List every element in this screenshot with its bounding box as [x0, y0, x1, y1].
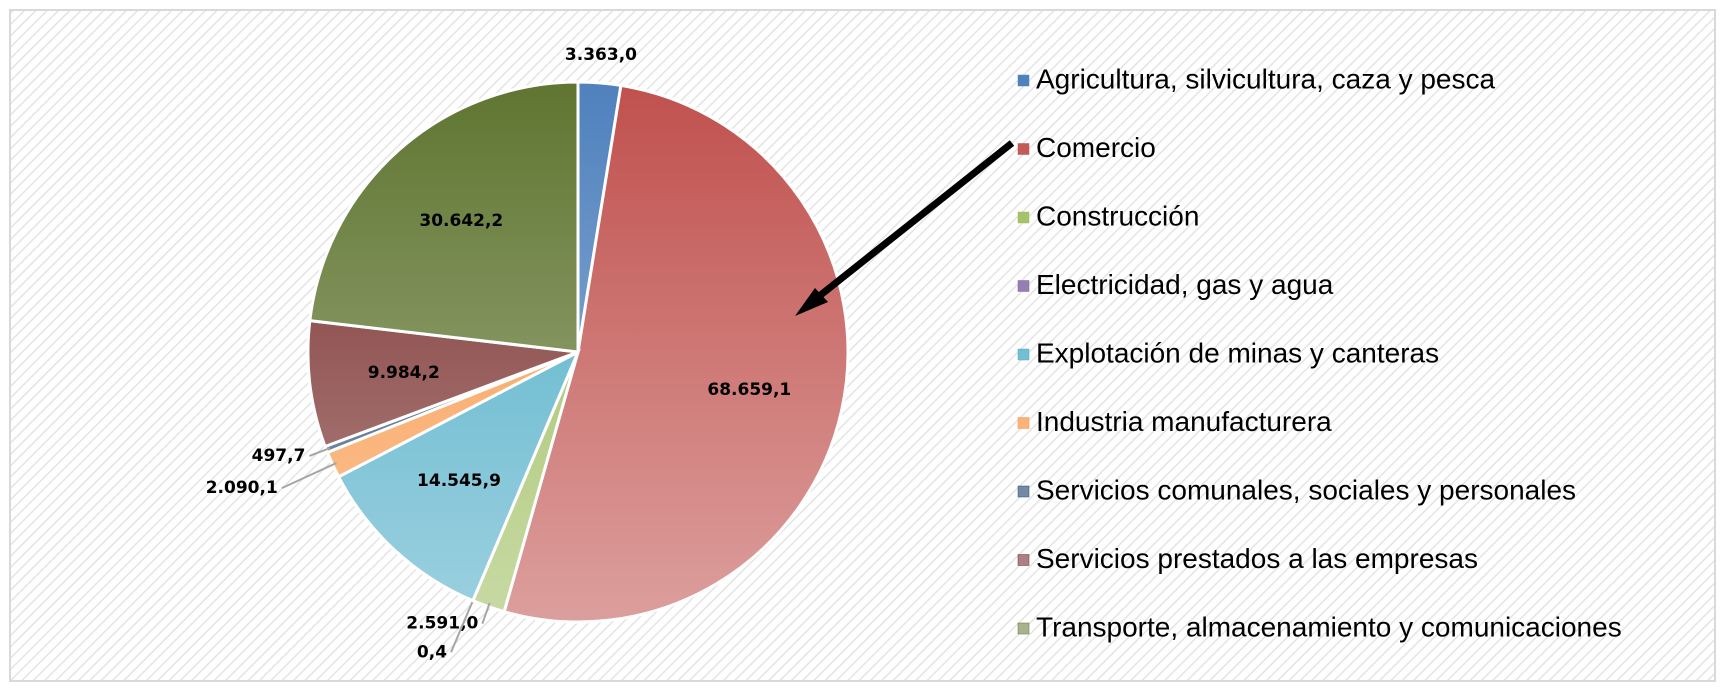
arrow [805, 140, 1015, 308]
legend-swatch [1017, 417, 1030, 429]
value-label: 9.984,2 [368, 363, 440, 383]
legend-label: Agricultura, silvicultura, caza y pesca [1036, 63, 1496, 94]
value-label: 68.659,1 [707, 380, 791, 400]
value-label: 14.545,9 [417, 471, 501, 491]
pie-slice [306, 318, 579, 449]
legend-swatch [1017, 622, 1030, 635]
pie-slice [308, 80, 580, 354]
legend-label: Industria manufacturera [1036, 406, 1332, 437]
leader-line [450, 596, 476, 653]
legend: Agricultura, silvicultura, caza y pesca C… [1017, 63, 1622, 642]
chart-background [9, 9, 1716, 682]
legend-label: Construcción [1036, 200, 1199, 231]
legend-swatch [1017, 348, 1030, 361]
leader-line [309, 447, 331, 457]
legend-swatch [1017, 485, 1030, 498]
legend-swatch [1017, 211, 1030, 224]
legend-label: Transporte, almacenamiento y comunicacio… [1036, 611, 1622, 642]
leader-line [281, 462, 337, 490]
legend-swatch [1017, 74, 1030, 87]
legend-label: Servicios comunales, sociales y personal… [1036, 474, 1576, 505]
legend-label: Electricidad, gas y agua [1036, 269, 1334, 300]
legend-swatch [1017, 554, 1030, 566]
pie-slice [336, 348, 582, 603]
pie: 3.363,0 68.659,1 2.591,0 0,4 14.545,9 2.090,1… [206, 45, 850, 662]
legend-label: Servicios prestados a las empresas [1036, 543, 1478, 574]
legend-swatch [1017, 143, 1030, 155]
value-label: 3.363,0 [565, 45, 637, 65]
leader-line [481, 602, 491, 624]
legend-label: Explotación de minas y canteras [1036, 337, 1439, 368]
arrow-head [795, 288, 828, 316]
value-label: 497,7 [252, 446, 306, 466]
value-label: 30.642,2 [419, 211, 503, 231]
pie-slice [502, 83, 850, 624]
legend-swatch [1017, 280, 1030, 292]
value-label: 2.090,1 [206, 478, 278, 498]
legend-label: Comercio [1036, 132, 1156, 163]
value-label: 2.591,0 [406, 614, 478, 634]
value-label: 0,4 [417, 642, 447, 662]
